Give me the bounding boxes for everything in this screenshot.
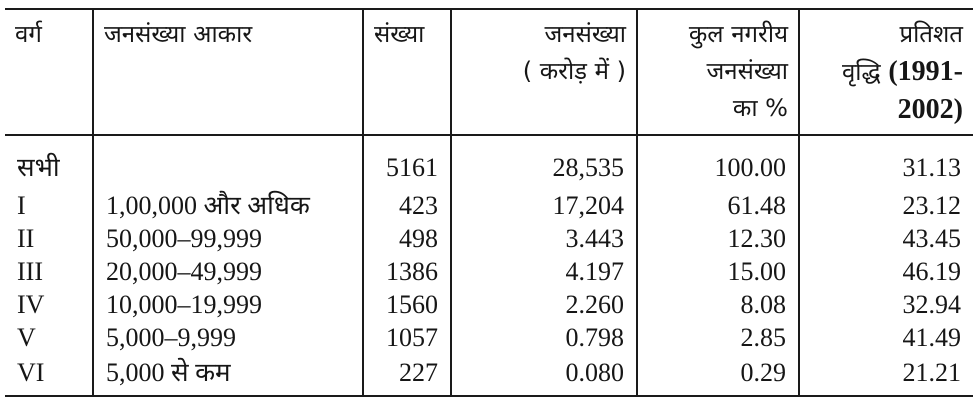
cell-count: 1057 xyxy=(362,321,451,354)
header-class: वर्ग xyxy=(5,8,93,136)
cell-urban-pct: 0.29 xyxy=(636,354,799,397)
cell-growth: 32.94 xyxy=(798,288,973,321)
table-row: V 5,000–9,999 1057 0.798 2.85 41.49 xyxy=(5,321,973,354)
cell-growth: 23.12 xyxy=(798,189,973,222)
cell-growth: 46.19 xyxy=(798,255,973,288)
cell-size: 20,000–49,999 xyxy=(92,255,363,288)
cell-size: 50,000–99,999 xyxy=(92,222,363,255)
cell-class: III xyxy=(17,257,43,286)
table-row: सभी 5161 28,535 100.00 31.13 xyxy=(5,135,973,189)
cell-urban-pct: 15.00 xyxy=(636,255,799,288)
cell-population: 0.080 xyxy=(450,354,637,397)
cell-growth: 43.45 xyxy=(798,222,973,255)
header-population-line2: ( करोड़ में ) xyxy=(522,57,626,85)
header-growth: प्रतिशत वृद्धि (1991- 2002) xyxy=(798,8,973,136)
cell-population: 17,204 xyxy=(450,189,637,222)
cell-class: V xyxy=(17,323,36,352)
cell-growth: 31.13 xyxy=(798,135,973,189)
cell-growth: 21.21 xyxy=(798,354,973,397)
cell-size: 5,000–9,999 xyxy=(92,321,363,354)
cell-urban-pct: 2.85 xyxy=(636,321,799,354)
cell-class: I xyxy=(17,191,26,220)
header-population: जनसंख्या ( करोड़ में ) xyxy=(450,8,637,136)
cell-urban-pct: 100.00 xyxy=(636,135,799,189)
header-urban-pct: कुल नगरीय जनसंख्या का % xyxy=(636,8,799,136)
cell-size: 5,000 से कम xyxy=(92,354,363,397)
cell-population: 4.197 xyxy=(450,255,637,288)
cell-count: 423 xyxy=(362,189,451,222)
header-growth-line2: वृद्धि (1991- xyxy=(810,53,963,91)
table-header: वर्ग जनसंख्या आकार संख्या जनसंख्या ( करो… xyxy=(5,8,973,136)
cell-count: 1386 xyxy=(362,255,451,288)
cell-class: IV xyxy=(17,290,45,319)
header-size-label: जनसंख्या आकार xyxy=(104,20,253,48)
cell-count: 5161 xyxy=(362,135,451,189)
header-urban-pct-line1: कुल नगरीय xyxy=(688,20,788,48)
cell-size: 1,00,000 और अधिक xyxy=(92,189,363,222)
cell-count: 1560 xyxy=(362,288,451,321)
cell-population: 2.260 xyxy=(450,288,637,321)
cell-size: 10,000–19,999 xyxy=(92,288,363,321)
header-urban-pct-line3: का % xyxy=(732,94,788,122)
header-growth-year-start: (1991- xyxy=(888,56,963,87)
cell-count: 498 xyxy=(362,222,451,255)
header-size: जनसंख्या आकार xyxy=(92,8,363,136)
table-row: IV 10,000–19,999 1560 2.260 8.08 32.94 xyxy=(5,288,973,321)
header-urban-pct-line2: जनसंख्या xyxy=(706,57,788,85)
table-row: III 20,000–49,999 1386 4.197 15.00 46.19 xyxy=(5,255,973,288)
header-count: संख्या xyxy=(362,8,451,136)
table-row: II 50,000–99,999 498 3.443 12.30 43.45 xyxy=(5,222,973,255)
header-growth-word: वृद्धि xyxy=(841,58,881,86)
cell-urban-pct: 61.48 xyxy=(636,189,799,222)
cell-count: 227 xyxy=(362,354,451,397)
cell-size xyxy=(92,135,363,189)
cell-population: 28,535 xyxy=(450,135,637,189)
cell-growth: 41.49 xyxy=(798,321,973,354)
cell-class: सभी xyxy=(17,153,60,182)
cell-urban-pct: 12.30 xyxy=(636,222,799,255)
header-count-label: संख्या xyxy=(374,20,425,48)
header-population-line1: जनसंख्या xyxy=(544,20,626,48)
header-class-label: वर्ग xyxy=(15,20,42,48)
header-row: वर्ग जनसंख्या आकार संख्या जनसंख्या ( करो… xyxy=(5,8,973,136)
cell-class: VI xyxy=(5,354,93,397)
cell-population: 0.798 xyxy=(450,321,637,354)
header-growth-line1: प्रतिशत xyxy=(899,20,963,48)
cell-urban-pct: 8.08 xyxy=(636,288,799,321)
cell-class: II xyxy=(17,224,35,253)
table-row: I 1,00,000 और अधिक 423 17,204 61.48 23.12 xyxy=(5,189,973,222)
header-growth-line3: 2002) xyxy=(897,94,963,125)
urban-population-table: वर्ग जनसंख्या आकार संख्या जनसंख्या ( करो… xyxy=(5,8,973,397)
table-body: सभी 5161 28,535 100.00 31.13 I 1,00,000 और अधि… xyxy=(5,135,973,397)
table-row: VI 5,000 से कम 227 0.080 0.29 21.21 xyxy=(5,354,973,397)
cell-population: 3.443 xyxy=(450,222,637,255)
